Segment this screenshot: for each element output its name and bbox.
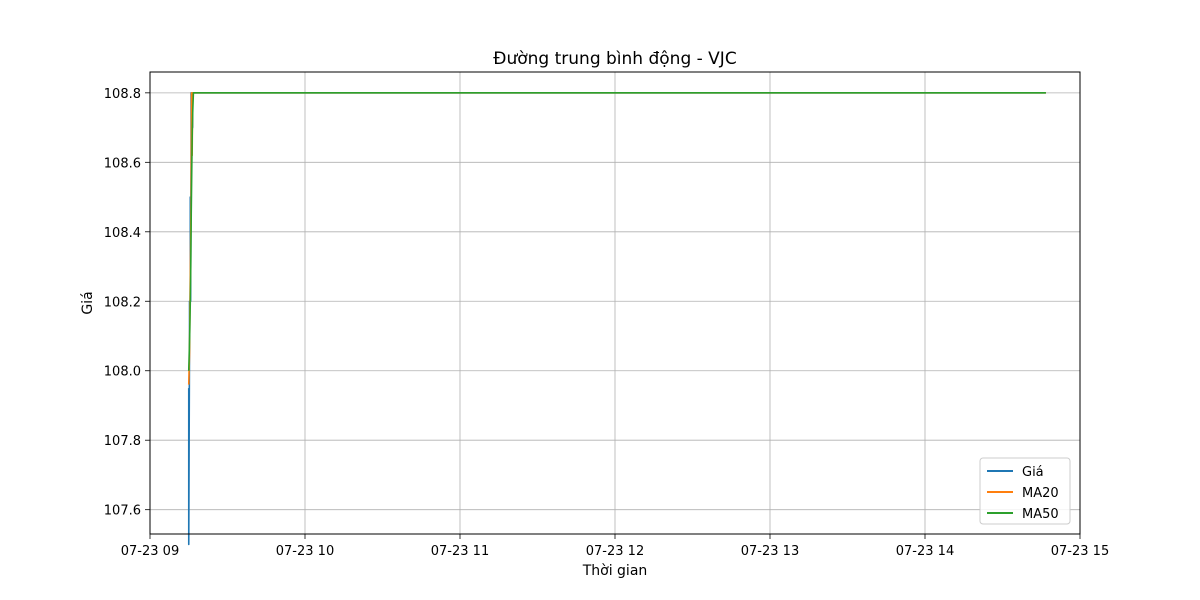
y-tick-label: 108.0 xyxy=(104,365,141,380)
legend-label: Giá xyxy=(1022,465,1044,480)
chart-title: Đường trung bình động - VJC xyxy=(493,49,736,69)
x-tick-label: 07-23 09 xyxy=(121,544,179,559)
legend: Giá MA20 MA50 xyxy=(979,457,1071,525)
x-tick-label: 07-23 12 xyxy=(586,544,644,559)
axis-ticks: 07-23 09 07-23 10 07-23 11 07-23 12 07-23 13… xyxy=(104,87,1109,559)
x-tick-label: 07-23 15 xyxy=(1051,544,1109,559)
y-tick-label: 108.2 xyxy=(104,295,141,310)
y-tick-label: 108.4 xyxy=(104,226,141,241)
y-tick-label: 108.8 xyxy=(104,87,141,102)
y-axis-label: Giá xyxy=(80,291,96,314)
series-line-2 xyxy=(187,92,1046,371)
y-tick-label: 108.6 xyxy=(104,156,141,171)
x-tick-label: 07-23 10 xyxy=(276,544,334,559)
series-lines xyxy=(187,92,1046,546)
x-axis-label: Thời gian xyxy=(582,563,648,579)
legend-label: MA50 xyxy=(1022,507,1059,522)
y-tick-label: 107.8 xyxy=(104,434,141,449)
legend-box xyxy=(979,457,1071,525)
x-tick-label: 07-23 13 xyxy=(741,544,799,559)
y-tick-label: 107.6 xyxy=(104,504,141,519)
legend-label: MA20 xyxy=(1022,486,1059,501)
x-tick-label: 07-23 11 xyxy=(431,544,489,559)
x-tick-label: 07-23 14 xyxy=(896,544,954,559)
